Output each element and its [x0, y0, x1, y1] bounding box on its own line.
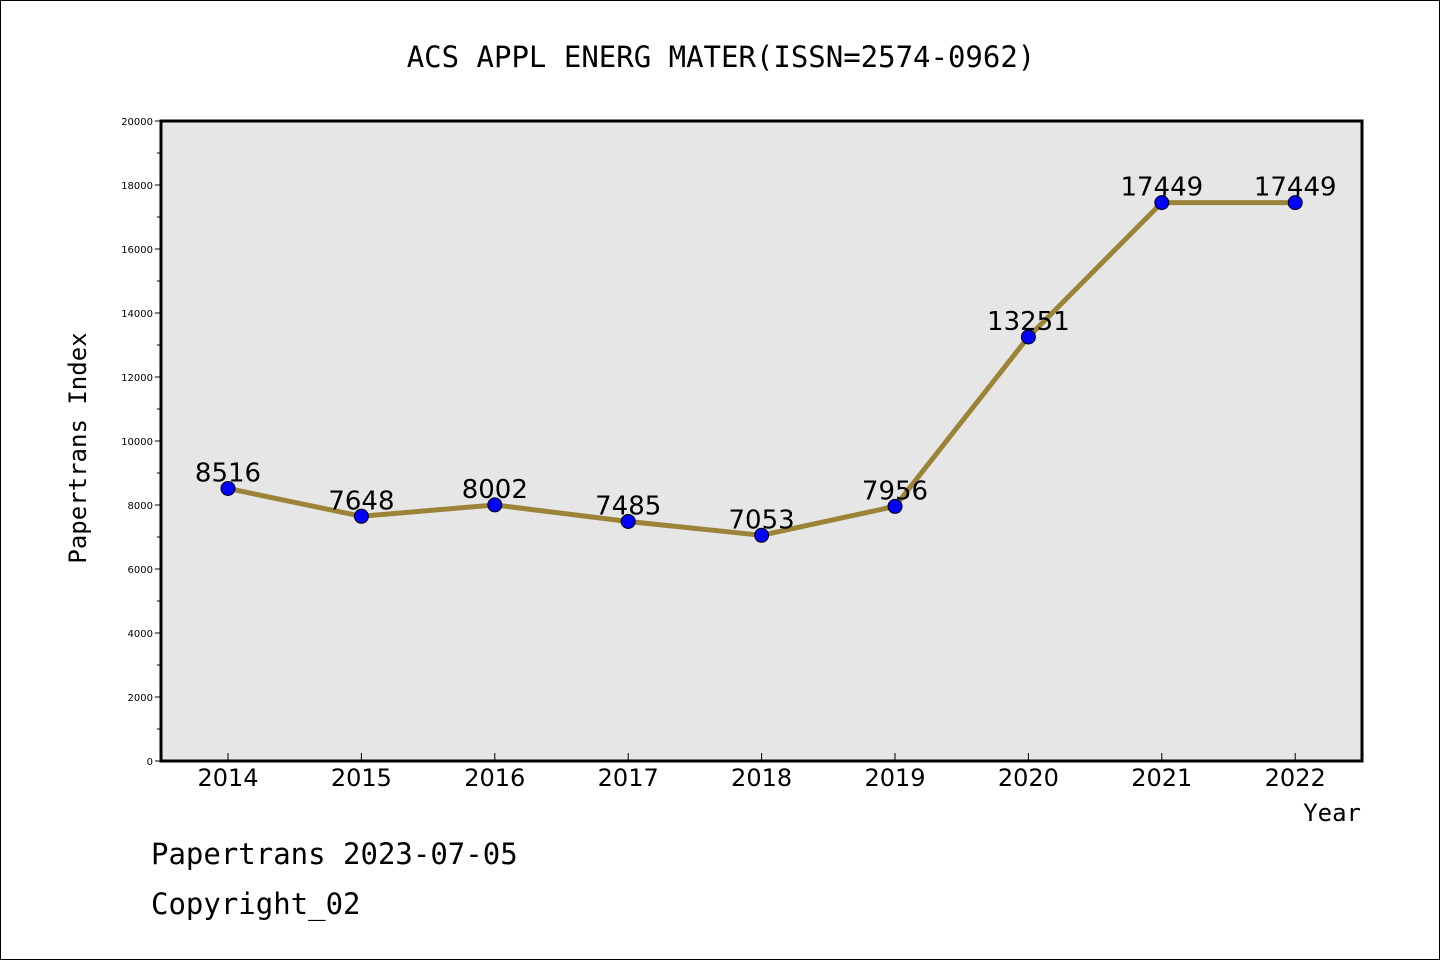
- footer-date: Papertrans 2023-07-05: [151, 837, 518, 871]
- data-points: [220, 195, 1303, 543]
- data-point: [1154, 195, 1170, 211]
- data-point: [620, 513, 636, 529]
- y-tick-label: 0: [147, 757, 153, 768]
- x-tick-label: 2020: [998, 764, 1059, 792]
- y-tick-label: 16000: [121, 245, 153, 256]
- plot-area: [159, 119, 1364, 763]
- x-tick-label: 2015: [331, 764, 392, 792]
- chart-title: ACS APPL ENERG MATER(ISSN=2574-0962): [407, 40, 1036, 74]
- x-axis: 2014 2015 2016 2017 2018 2019 2020 2021 2022: [197, 753, 1326, 792]
- y-tick-label: 4000: [128, 629, 153, 640]
- y-axis: 0 2000 4000 6000 8000 10000 12000 14000 16000 180…: [121, 117, 161, 768]
- data-label: 17449: [1254, 173, 1337, 203]
- x-tick-label: 2021: [1131, 764, 1192, 792]
- y-tick-label: 12000: [121, 373, 153, 384]
- data-label: 7648: [328, 486, 394, 516]
- footer-copyright: Copyright_02: [151, 887, 361, 921]
- y-tick-label: 8000: [128, 501, 153, 512]
- y-tick-label: 18000: [121, 181, 153, 192]
- data-labels: 8516 7648 8002 7485 7053 7956 13251 17449 17449: [195, 173, 1337, 536]
- data-point: [754, 527, 770, 543]
- data-label: 8002: [462, 475, 528, 505]
- x-tick-label: 2016: [464, 764, 525, 792]
- y-tick-label: 20000: [121, 117, 153, 128]
- data-label: 13251: [987, 307, 1070, 337]
- data-label: 17449: [1120, 173, 1203, 203]
- data-point: [1287, 195, 1303, 211]
- data-point: [487, 497, 503, 513]
- data-label: 7485: [595, 491, 661, 521]
- x-tick-label: 2017: [598, 764, 659, 792]
- y-axis-label: Papertrans Index: [64, 332, 92, 563]
- x-axis-label: Year: [1303, 799, 1361, 827]
- x-tick-label: 2018: [731, 764, 792, 792]
- x-tick-label: 2014: [197, 764, 258, 792]
- y-tick-label: 10000: [121, 437, 153, 448]
- data-label: 8516: [195, 458, 261, 488]
- y-tick-label: 2000: [128, 693, 153, 704]
- y-tick-label: 6000: [128, 565, 153, 576]
- y-tick-label: 14000: [121, 309, 153, 320]
- data-label: 7956: [862, 476, 928, 506]
- data-point: [1020, 329, 1036, 345]
- x-tick-label: 2022: [1265, 764, 1326, 792]
- x-tick-label: 2019: [864, 764, 925, 792]
- data-label: 7053: [729, 505, 795, 535]
- data-point: [353, 508, 369, 524]
- data-point: [220, 480, 236, 496]
- data-point: [887, 498, 903, 514]
